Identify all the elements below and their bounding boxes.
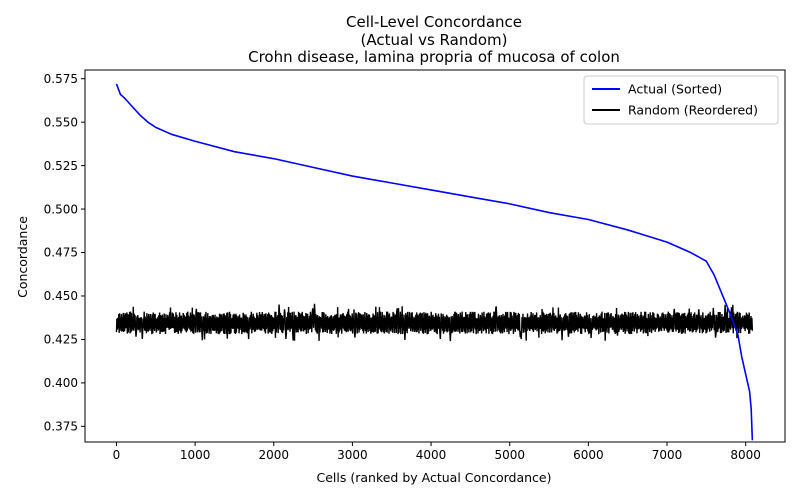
axes-frame [84,69,786,443]
x-axis-label: Cells (ranked by Actual Concordance) [317,470,552,485]
x-tick-label: 5000 [494,448,525,462]
y-tick-label: 0.500 [44,202,78,216]
x-tick-label: 0 [113,448,121,462]
y-tick-label: 0.400 [44,376,78,390]
y-tick-label: 0.575 [44,72,78,86]
y-tick-label: 0.550 [44,115,78,129]
chart-title-line-1: Cell-Level Concordance [346,13,522,31]
chart-title-line-3: Crohn disease, lamina propria of mucosa … [248,48,620,66]
legend-label-random: Random (Reordered) [628,103,758,118]
series-line-random [115,303,754,342]
legend: Actual (Sorted) Random (Reordered) [583,75,779,125]
series-line-actual [115,83,754,441]
chart-title-line-2: (Actual vs Random) [360,31,507,49]
axes: 0 1000 2000 3000 4000 5000 6000 7000 8000 0.375 0.… [44,69,786,462]
plot-area [115,83,754,441]
x-tick-label: 8000 [730,448,761,462]
x-tick-label: 7000 [652,448,683,462]
x-tick-label: 6000 [573,448,604,462]
y-tick-label: 0.525 [44,159,78,173]
chart-title: Cell-Level Concordance (Actual vs Random… [248,13,620,66]
legend-box [583,75,779,125]
y-axis-label: Concordance [15,216,30,298]
y-tick-label: 0.475 [44,246,78,260]
x-tick-label: 4000 [416,448,447,462]
x-tick-label: 3000 [337,448,368,462]
y-tick-label: 0.425 [44,333,78,347]
y-tick-label: 0.450 [44,289,78,303]
x-tick-label: 2000 [258,448,289,462]
x-tick-label: 1000 [180,448,211,462]
y-tick-label: 0.375 [44,420,78,434]
legend-label-actual: Actual (Sorted) [628,82,722,97]
